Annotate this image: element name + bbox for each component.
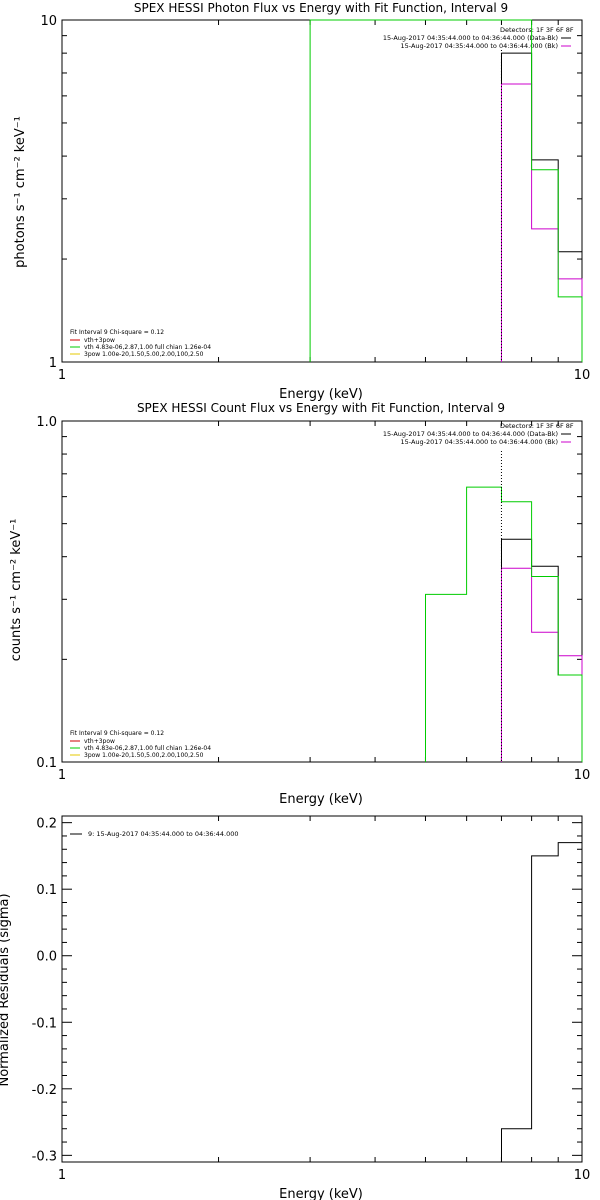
residuals-x-tick-label: 1 bbox=[58, 1168, 66, 1183]
residuals-legend: 9: 15-Aug-2017 04:35:44.000 to 04:36:44.… bbox=[70, 830, 239, 838]
residuals-y-tick-label: -0.3 bbox=[32, 1149, 57, 1164]
count-flux-x-tick-label: 10 bbox=[574, 768, 591, 783]
photon-flux-x-tick-label: 1 bbox=[58, 368, 66, 383]
count-flux-ylabel: counts s⁻¹ cm⁻² keV⁻¹ bbox=[9, 519, 24, 662]
count-flux-legend-data-bk: 15-Aug-2017 04:35:44.000 to 04:36:44.000… bbox=[383, 430, 558, 438]
count-flux-legend-top: Detectors: 1F 3F 6F 8F 15-Aug-2017 04:35… bbox=[383, 422, 574, 446]
count-flux-fit-3pow: 3pow 1.00e-20,1.50,5.00,2.00,100,2.50 bbox=[84, 752, 204, 759]
residuals-x-tick-label: 10 bbox=[574, 1168, 591, 1183]
count-flux-y-tick-label: 0.1 bbox=[36, 756, 57, 771]
photon-flux-fit-label: Fit Interval 9 Chi-square = 0.12 bbox=[70, 329, 164, 336]
photon-flux-xlabel: Energy (keV) bbox=[279, 387, 363, 402]
photon-flux-y-tick-label: 1 bbox=[49, 356, 57, 371]
photon-flux-panel: SPEX HESSI Photon Flux vs Energy with Fi… bbox=[13, 1, 590, 402]
residuals-ylabel: Normalized Residuals (sigma) bbox=[0, 893, 12, 1086]
count-flux-plot-frame bbox=[61, 420, 583, 763]
photon-flux-series-3-line bbox=[309, 19, 583, 362]
photon-flux-fit-3pow: 3pow 1.00e-20,1.50,5.00,2.00,100,2.50 bbox=[84, 351, 204, 358]
photon-flux-title: SPEX HESSI Photon Flux vs Energy with Fi… bbox=[134, 1, 508, 15]
photon-flux-ylabel: photons s⁻¹ cm⁻² keV⁻¹ bbox=[13, 116, 28, 268]
count-flux-legend-bk: 15-Aug-2017 04:35:44.000 to 04:36:44.000… bbox=[401, 438, 558, 446]
count-flux-fit-vth: vth 4.83e-06,2.87,1.00 full chian 1.26e-… bbox=[84, 745, 211, 752]
count-flux-series-1-line bbox=[501, 538, 583, 762]
count-flux-y-tick-label: 1.0 bbox=[36, 415, 57, 430]
photon-flux-fit-vth: vth 4.83e-06,2.87,1.00 full chian 1.26e-… bbox=[84, 344, 211, 351]
photon-flux-plot-frame bbox=[61, 19, 583, 363]
residuals-series-1-line bbox=[501, 842, 582, 1162]
count-flux-title: SPEX HESSI Count Flux vs Energy with Fit… bbox=[137, 401, 505, 415]
photon-flux-series-2-line bbox=[501, 83, 583, 362]
photon-flux-legend-bk: 15-Aug-2017 04:35:44.000 to 04:36:44.000… bbox=[401, 42, 558, 50]
residuals-plot-frame bbox=[61, 815, 583, 1163]
residuals-y-tick-label: 0.0 bbox=[36, 950, 57, 965]
photon-flux-fit-function: vth+3pow bbox=[84, 337, 115, 344]
residuals-xlabel: Energy (keV) bbox=[279, 1187, 363, 1200]
photon-flux-legend-data-bk: 15-Aug-2017 04:35:44.000 to 04:36:44.000… bbox=[383, 34, 558, 42]
photon-flux-legend-top: Detectors: 1F 3F 6F 8F 15-Aug-2017 04:35… bbox=[383, 26, 574, 50]
count-flux-legend-fit: Fit Interval 9 Chi-square = 0.12 vth+3po… bbox=[70, 730, 211, 759]
photon-flux-y-tick-label: 10 bbox=[40, 14, 57, 29]
count-flux-legend-detectors: Detectors: 1F 3F 6F 8F bbox=[500, 422, 574, 430]
photon-flux-series-1-line bbox=[501, 52, 583, 362]
count-flux-panel: SPEX HESSI Count Flux vs Energy with Fit… bbox=[9, 401, 590, 807]
count-flux-series-3-line bbox=[425, 486, 583, 762]
residuals-y-tick-label: -0.1 bbox=[32, 1016, 57, 1031]
residuals-y-tick-label: -0.2 bbox=[32, 1083, 57, 1098]
residuals-y-tick-label: 0.1 bbox=[36, 883, 57, 898]
photon-flux-legend-detectors: Detectors: 1F 3F 6F 8F bbox=[500, 26, 574, 34]
count-flux-fit-function: vth+3pow bbox=[84, 738, 115, 745]
count-flux-xlabel: Energy (keV) bbox=[279, 792, 363, 807]
residuals-panel: 9: 15-Aug-2017 04:35:44.000 to 04:36:44.… bbox=[0, 815, 591, 1200]
photon-flux-legend-fit: Fit Interval 9 Chi-square = 0.12 vth+3po… bbox=[70, 329, 211, 358]
count-flux-x-tick-label: 1 bbox=[58, 768, 66, 783]
residuals-y-tick-label: 0.2 bbox=[36, 817, 57, 832]
photon-flux-x-tick-label: 10 bbox=[574, 368, 591, 383]
residuals-legend-label: 9: 15-Aug-2017 04:35:44.000 to 04:36:44.… bbox=[88, 830, 239, 838]
count-flux-fit-label: Fit Interval 9 Chi-square = 0.12 bbox=[70, 730, 164, 737]
count-flux-series-2-line bbox=[501, 567, 583, 762]
